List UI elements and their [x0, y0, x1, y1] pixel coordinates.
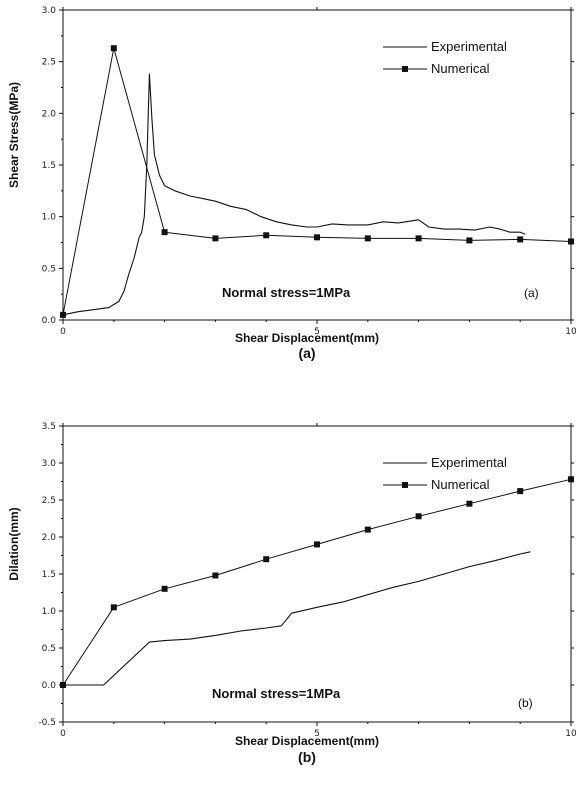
y-tick-label: 2.0	[42, 109, 57, 119]
series-line-numerical	[62, 47, 572, 315]
figure-caption: (a)	[298, 345, 315, 361]
series-line-experimental	[62, 73, 526, 316]
data-point	[364, 235, 371, 242]
data-point	[161, 585, 168, 592]
series-line-experimental	[63, 551, 531, 686]
y-tick-label: 1.0	[42, 607, 57, 617]
y-axis-label: Shear Stress(MPa)	[7, 82, 21, 188]
legend-entry: Numerical	[431, 61, 490, 76]
x-axis-label: Shear Displacement(mm)	[235, 331, 379, 345]
y-tick-label: 1.5	[42, 161, 56, 171]
data-point	[314, 234, 320, 241]
data-point	[517, 236, 524, 243]
y-tick-label: 0.0	[42, 316, 57, 326]
y-tick-label: 2.5	[42, 496, 56, 506]
data-point	[314, 541, 320, 548]
y-tick-label: 0.5	[42, 264, 56, 274]
y-tick-label: 2.0	[42, 533, 57, 543]
legend-entry: Experimental	[431, 455, 507, 470]
legend-entry: Experimental	[431, 39, 507, 54]
y-tick-label: 1.0	[42, 213, 57, 223]
y-tick-label: 3.0	[42, 6, 57, 16]
legend-marker	[402, 482, 408, 488]
data-point	[212, 572, 219, 579]
x-tick-label: 10	[565, 327, 576, 337]
series-line-numerical	[62, 478, 572, 686]
data-point	[415, 235, 422, 242]
x-tick-label: 5	[314, 327, 320, 337]
data-point	[466, 500, 473, 507]
panel-label: (a)	[524, 286, 539, 300]
data-point	[60, 682, 66, 688]
y-tick-label: 3.5	[42, 422, 56, 432]
y-tick-label: 2.5	[42, 58, 56, 68]
data-point	[364, 526, 371, 533]
chart-panel-a: 0.0 0.5 1.0 1.5 2.0 2.5 3.0 0 5 10 Shear Displacem…	[7, 6, 576, 361]
plot-frame	[62, 425, 572, 723]
y-tick-label: 1.5	[42, 570, 56, 580]
y-tick-label: -0.5	[38, 718, 56, 728]
data-point	[568, 238, 574, 245]
legend-entry: Numerical	[431, 477, 490, 492]
chart-panel-b: -0.5 0.0 0.5 1.0 1.5 2.0 2.5 3.0 3.5 0 5 10 Shear Di…	[7, 422, 576, 765]
data-point	[110, 604, 117, 611]
data-point	[466, 237, 473, 244]
data-point	[60, 311, 66, 318]
x-tick-label: 5	[314, 729, 320, 739]
x-axis-label: Shear Displacement(mm)	[235, 734, 379, 748]
plot-frame	[62, 9, 572, 321]
x-tick-label: 10	[565, 729, 576, 739]
y-tick-label: 3.0	[42, 459, 57, 469]
normal-stress-annotation: Normal stress=1MPa	[212, 686, 341, 701]
x-tick-label: 0	[60, 729, 66, 739]
y-tick-label: 0.5	[42, 644, 56, 654]
figure-caption: (b)	[298, 749, 316, 765]
data-point	[415, 513, 422, 520]
y-tick-label: 0.0	[42, 681, 57, 691]
legend-marker	[402, 66, 408, 72]
data-point	[161, 229, 168, 236]
data-point	[263, 232, 270, 239]
data-point	[110, 45, 117, 52]
data-point	[263, 556, 270, 563]
data-point	[568, 476, 574, 483]
panel-label: (b)	[518, 696, 533, 710]
y-axis-label: Dilation(mm)	[7, 507, 21, 580]
x-tick-label: 0	[60, 327, 66, 337]
data-point	[517, 488, 524, 495]
data-point	[212, 235, 219, 242]
normal-stress-annotation: Normal stress=1MPa	[222, 285, 351, 300]
